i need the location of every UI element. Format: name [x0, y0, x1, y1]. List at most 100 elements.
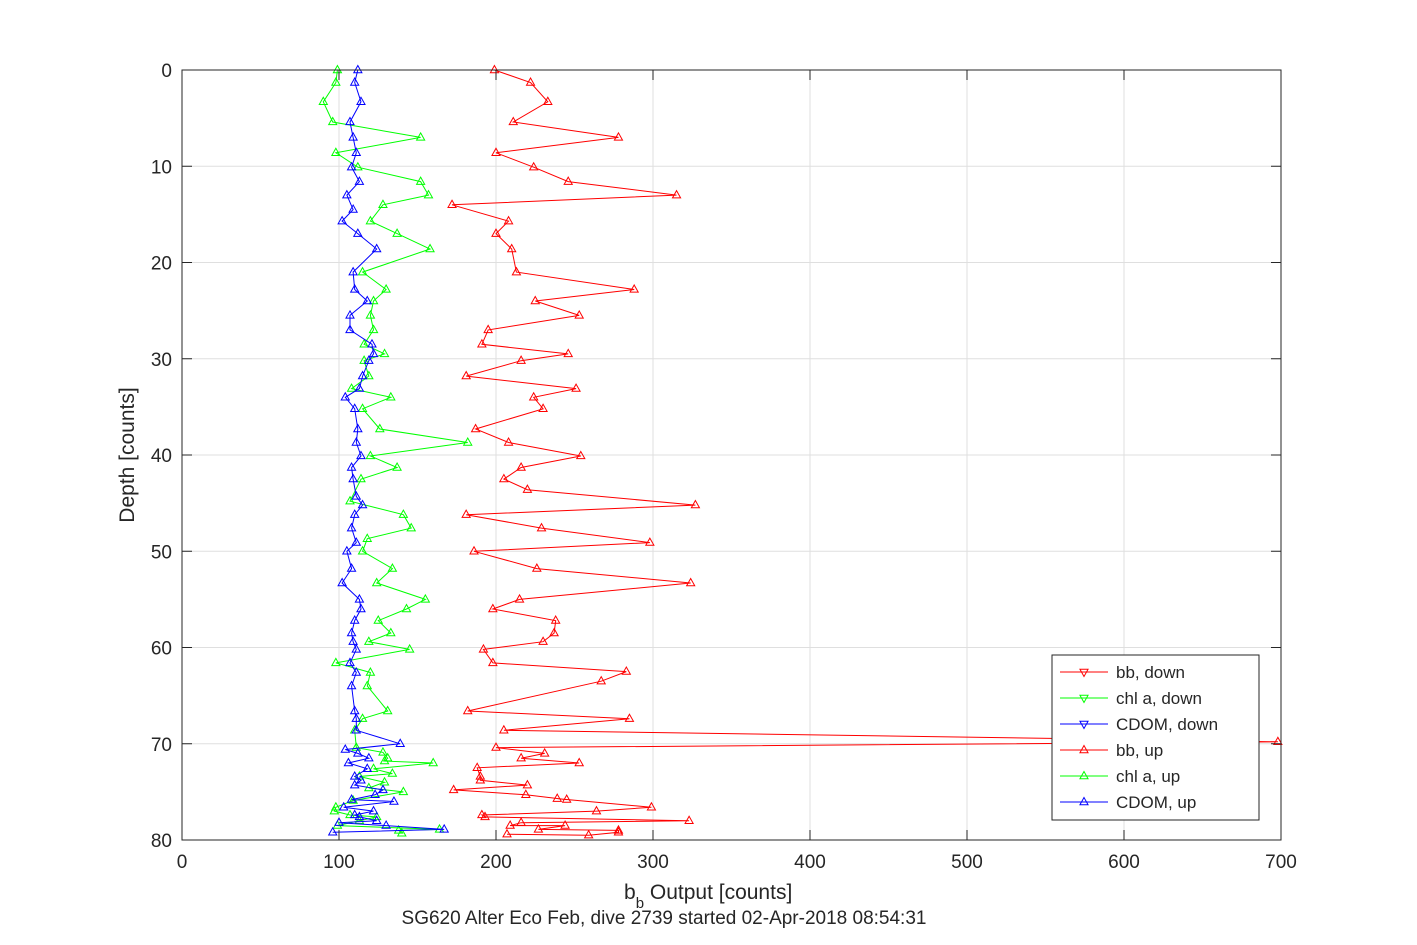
data-point — [351, 537, 362, 546]
data-point — [352, 161, 363, 171]
data-point — [345, 495, 355, 505]
data-point — [337, 577, 348, 587]
legend-marker — [1079, 796, 1089, 806]
legend-label: chl a, up — [1116, 767, 1180, 786]
data-point — [351, 742, 362, 751]
data-point — [531, 563, 542, 572]
data-point — [461, 509, 472, 518]
data-point — [340, 391, 351, 401]
data-point — [359, 338, 370, 348]
data-point — [574, 309, 585, 319]
data-point — [354, 593, 365, 603]
data-point — [340, 744, 351, 753]
legend-entry: bb, up — [1060, 741, 1163, 760]
data-point — [357, 545, 368, 555]
data-point — [352, 64, 363, 74]
data-point — [348, 131, 359, 141]
data-point — [487, 603, 498, 613]
y-tick-label: 40 — [151, 446, 172, 467]
data-point — [349, 615, 360, 624]
data-point — [373, 615, 384, 624]
data-point — [371, 815, 382, 824]
legend-entry: CDOM, up — [1060, 793, 1196, 812]
data-point — [354, 811, 365, 821]
legend-entry: chl a, up — [1060, 767, 1180, 786]
data-point — [462, 436, 473, 446]
data-point — [363, 355, 374, 364]
data-point — [362, 533, 373, 542]
data-point — [348, 266, 359, 276]
data-point — [349, 705, 360, 715]
data-point — [349, 770, 360, 780]
data-point — [550, 615, 561, 624]
data-point — [352, 423, 363, 433]
legend-entry: chl a, down — [1060, 689, 1202, 708]
data-point — [613, 131, 624, 141]
data-point — [516, 461, 527, 471]
data-point — [352, 747, 363, 757]
data-point — [378, 746, 388, 756]
data-point — [357, 499, 368, 509]
series-cdom-up — [327, 64, 450, 836]
data-point — [365, 309, 376, 319]
data-point — [354, 383, 365, 392]
y-axis-label: Depth [counts] — [116, 387, 139, 522]
legend-marker — [1079, 720, 1089, 730]
data-point — [346, 522, 357, 532]
data-point — [506, 243, 517, 253]
data-point — [428, 757, 439, 767]
y-tick-label: 50 — [151, 542, 172, 563]
data-point — [613, 824, 624, 834]
data-point — [423, 189, 434, 199]
data-series — [318, 64, 1283, 839]
data-point — [487, 657, 498, 667]
data-point — [415, 131, 426, 141]
data-point — [343, 757, 354, 767]
data-point — [574, 757, 585, 767]
data-point — [480, 811, 490, 821]
legend-marker — [1079, 668, 1089, 678]
data-point — [318, 96, 329, 105]
data-point — [327, 826, 338, 836]
data-point — [356, 96, 366, 105]
data-point — [356, 450, 366, 460]
data-point — [395, 738, 406, 747]
x-tick-label: 700 — [1265, 852, 1297, 873]
data-point — [379, 348, 390, 358]
data-point — [345, 324, 355, 334]
data-point — [502, 828, 512, 838]
data-point — [378, 784, 388, 794]
data-point — [470, 423, 481, 433]
data-point — [596, 675, 607, 685]
data-point — [542, 96, 553, 105]
data-point — [489, 64, 500, 74]
data-point — [351, 147, 362, 156]
data-point — [629, 283, 640, 293]
data-point — [351, 436, 362, 446]
data-point — [539, 747, 550, 757]
data-point — [365, 450, 376, 460]
grid-lines — [182, 70, 1281, 840]
data-point — [354, 176, 365, 185]
series-line — [451, 69, 1278, 836]
data-point — [511, 266, 522, 276]
data-point — [346, 627, 357, 637]
data-point — [332, 64, 343, 74]
data-point — [368, 348, 379, 358]
data-point — [330, 147, 341, 156]
data-point — [348, 204, 359, 213]
legend-label: bb, down — [1116, 663, 1185, 682]
data-point — [351, 667, 362, 676]
data-point — [425, 243, 435, 253]
data-point — [516, 355, 527, 364]
data-point — [382, 705, 393, 715]
series-line — [332, 69, 445, 833]
series-bb-up — [447, 64, 1283, 839]
data-point — [520, 789, 531, 798]
data-point — [483, 324, 494, 334]
data-point — [522, 779, 533, 789]
data-point — [363, 370, 374, 380]
data-point — [365, 667, 376, 676]
data-point — [357, 713, 368, 722]
